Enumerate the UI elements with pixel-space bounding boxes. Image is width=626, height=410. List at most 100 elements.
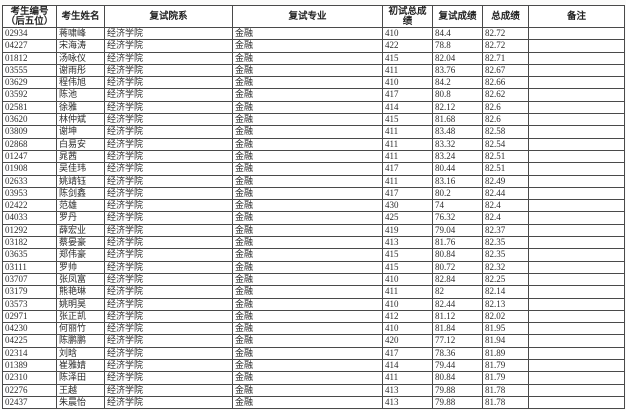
retest-department-cell: 经济学院 bbox=[104, 272, 233, 287]
initial-total-score-cell: 410 bbox=[382, 26, 433, 41]
column-header-remark: 备注 bbox=[528, 5, 625, 28]
initial-total-score-cell: 411 bbox=[382, 149, 433, 164]
retest-major-cell: 金融 bbox=[232, 260, 383, 274]
remark-cell bbox=[528, 322, 625, 336]
candidate-id-cell: 02310 bbox=[2, 371, 57, 385]
results-table: 考生编号 （后五位） 考生姓名 复试院系 复试专业 初试总成 绩 复试成绩 总成… bbox=[2, 5, 625, 410]
final-score-cell: 82.6 bbox=[482, 100, 529, 115]
remark-cell bbox=[528, 199, 625, 213]
retest-major-cell: 金融 bbox=[232, 272, 383, 287]
initial-total-score-cell: 411 bbox=[382, 63, 433, 78]
table-row: 03635 郑伟豪 经济学院 金融 415 80.84 82.35 bbox=[2, 248, 625, 262]
retest-score-cell: 82.84 bbox=[432, 272, 483, 287]
retest-score-cell: 76.32 bbox=[432, 211, 483, 225]
retest-department-cell: 经济学院 bbox=[104, 334, 233, 348]
candidate-id-cell: 02934 bbox=[2, 26, 57, 41]
candidate-id-cell: 03182 bbox=[2, 236, 57, 250]
column-header-final-score: 总成绩 bbox=[482, 5, 529, 28]
initial-total-score-cell: 410 bbox=[382, 322, 433, 336]
initial-total-score-cell: 411 bbox=[382, 174, 433, 188]
column-header-candidate-id: 考生编号 （后五位） bbox=[2, 5, 57, 28]
retest-major-cell: 金融 bbox=[232, 395, 383, 410]
candidate-name-cell: 崔雅婧 bbox=[56, 359, 105, 373]
table-row: 02868 白易安 经济学院 金融 411 83.32 82.54 bbox=[2, 137, 625, 151]
final-score-cell: 81.79 bbox=[482, 359, 529, 373]
candidate-name-cell: 程伟旭 bbox=[56, 76, 105, 90]
retest-department-cell: 经济学院 bbox=[104, 51, 233, 65]
table-row: 03182 蔡晏豪 经济学院 金融 413 81.76 82.35 bbox=[2, 236, 625, 250]
final-score-cell: 82.66 bbox=[482, 76, 529, 90]
final-score-cell: 82.67 bbox=[482, 63, 529, 78]
remark-cell bbox=[528, 309, 625, 324]
table-row: 03555 谢雨彤 经济学院 金融 411 83.76 82.67 bbox=[2, 63, 625, 78]
retest-major-cell: 金融 bbox=[232, 309, 383, 324]
remark-cell bbox=[528, 100, 625, 115]
retest-score-cell: 79.44 bbox=[432, 359, 483, 373]
candidate-id-cell: 03111 bbox=[2, 260, 57, 274]
initial-total-score-cell: 425 bbox=[382, 211, 433, 225]
candidate-name-cell: 林仲斌 bbox=[56, 113, 105, 127]
retest-department-cell: 经济学院 bbox=[104, 236, 233, 250]
retest-department-cell: 经济学院 bbox=[104, 63, 233, 78]
retest-score-cell: 82.44 bbox=[432, 297, 483, 311]
final-score-cell: 81.94 bbox=[482, 334, 529, 348]
retest-score-cell: 80.8 bbox=[432, 88, 483, 102]
table-row: 01292 薛宏业 经济学院 金融 419 79.04 82.37 bbox=[2, 223, 625, 238]
retest-department-cell: 经济学院 bbox=[104, 88, 233, 102]
candidate-name-cell: 朱晨怡 bbox=[56, 395, 105, 410]
candidate-name-cell: 姚明昊 bbox=[56, 297, 105, 311]
retest-major-cell: 金融 bbox=[232, 186, 383, 201]
remark-cell bbox=[528, 359, 625, 373]
candidate-name-cell: 吴佳玮 bbox=[56, 162, 105, 176]
final-score-cell: 82.71 bbox=[482, 51, 529, 65]
retest-major-cell: 金融 bbox=[232, 125, 383, 139]
table-row: 02437 朱晨怡 经济学院 金融 413 79.88 81.78 bbox=[2, 395, 625, 410]
retest-major-cell: 金融 bbox=[232, 248, 383, 262]
final-score-cell: 82.54 bbox=[482, 137, 529, 151]
candidate-id-cell: 03629 bbox=[2, 76, 57, 90]
candidate-id-cell: 02437 bbox=[2, 395, 57, 410]
candidate-id-cell: 02581 bbox=[2, 100, 57, 115]
final-score-cell: 82.72 bbox=[482, 39, 529, 53]
retest-department-cell: 经济学院 bbox=[104, 174, 233, 188]
remark-cell bbox=[528, 346, 625, 361]
remark-cell bbox=[528, 125, 625, 139]
candidate-name-cell: 谢坤 bbox=[56, 125, 105, 139]
remark-cell bbox=[528, 260, 625, 274]
final-score-cell: 81.78 bbox=[482, 395, 529, 410]
candidate-name-cell: 谢雨彤 bbox=[56, 63, 105, 78]
initial-total-score-cell: 417 bbox=[382, 186, 433, 201]
remark-cell bbox=[528, 383, 625, 397]
retest-major-cell: 金融 bbox=[232, 162, 383, 176]
candidate-name-cell: 晁茜 bbox=[56, 149, 105, 164]
column-header-retest-score: 复试成绩 bbox=[432, 5, 483, 28]
table-row: 02971 张正凯 经济学院 金融 412 81.12 82.02 bbox=[2, 309, 625, 324]
candidate-name-cell: 陈剑鑫 bbox=[56, 186, 105, 201]
retest-major-cell: 金融 bbox=[232, 137, 383, 151]
retest-score-cell: 83.48 bbox=[432, 125, 483, 139]
remark-cell bbox=[528, 211, 625, 225]
table-row: 04033 罗丹 经济学院 金融 425 76.32 82.4 bbox=[2, 211, 625, 225]
candidate-id-cell: 03953 bbox=[2, 186, 57, 201]
final-score-cell: 82.6 bbox=[482, 113, 529, 127]
table-row: 02934 蒋啸峰 经济学院 金融 410 84.4 82.72 bbox=[2, 26, 625, 41]
candidate-id-cell: 03592 bbox=[2, 88, 57, 102]
remark-cell bbox=[528, 272, 625, 287]
table-row: 03953 陈剑鑫 经济学院 金融 417 80.2 82.44 bbox=[2, 186, 625, 201]
table-row: 01908 吴佳玮 经济学院 金融 417 80.44 82.51 bbox=[2, 162, 625, 176]
initial-total-score-cell: 422 bbox=[382, 39, 433, 53]
remark-cell bbox=[528, 26, 625, 41]
table-row: 04225 陈鹏鹏 经济学院 金融 420 77.12 81.94 bbox=[2, 334, 625, 348]
retest-score-cell: 74 bbox=[432, 199, 483, 213]
results-table-header: 考生编号 （后五位） 考生姓名 复试院系 复试专业 初试总成 绩 复试成绩 总成… bbox=[2, 5, 625, 28]
retest-score-cell: 81.12 bbox=[432, 309, 483, 324]
final-score-cell: 81.78 bbox=[482, 383, 529, 397]
column-header-candidate-name: 考生姓名 bbox=[56, 5, 105, 28]
retest-department-cell: 经济学院 bbox=[104, 383, 233, 397]
table-row: 03111 罗帅 经济学院 金融 415 80.72 82.32 bbox=[2, 260, 625, 274]
table-row: 03592 陈池 经济学院 金融 417 80.8 82.62 bbox=[2, 88, 625, 102]
initial-total-score-cell: 411 bbox=[382, 285, 433, 299]
candidate-id-cell: 02971 bbox=[2, 309, 57, 324]
retest-department-cell: 经济学院 bbox=[104, 137, 233, 151]
